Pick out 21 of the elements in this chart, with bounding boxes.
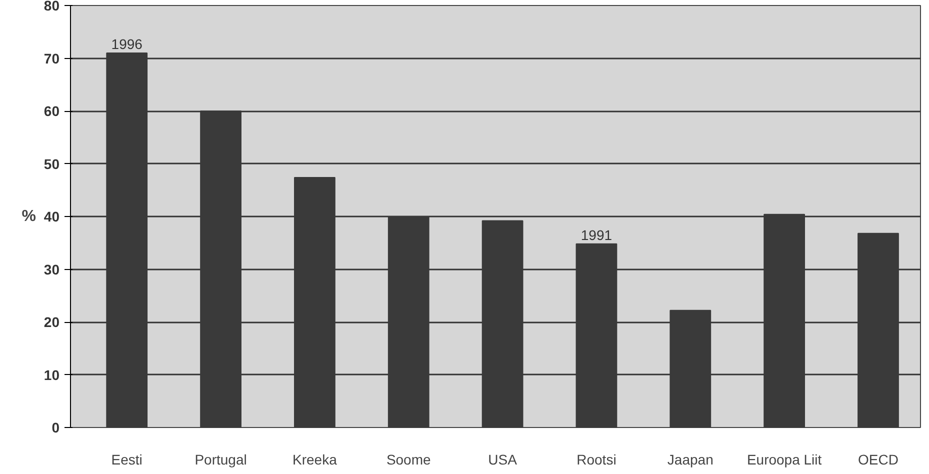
x-tick-label: Rootsi [576,452,616,468]
x-tick-label: Jaapan [667,452,714,468]
y-tick-label: 20 [44,314,60,330]
x-tick-label: Kreeka [292,452,338,468]
y-tick-label: 50 [44,156,60,172]
y-tick-label: 40 [44,208,60,224]
x-tick-label: Soome [386,452,432,468]
x-tick-label: USA [488,452,518,468]
x-tick-label: OECD [858,452,898,468]
y-tick-label: 0 [52,420,60,436]
y-tick-label: 60 [44,103,60,119]
annotation: 1991 [580,226,612,243]
x-tick-label: Eesti [111,452,142,468]
y-tick-label: 70 [44,50,60,66]
y-tick-label: 30 [44,261,60,278]
y-axis-title: % [22,208,36,225]
x-tick-label: Portugal [194,452,247,468]
x-tick-label: Euroopa Liit [746,452,822,468]
y-tick-label: 10 [44,366,60,383]
y-tick-label: 80 [44,0,60,14]
annotation: 1996 [111,36,143,52]
